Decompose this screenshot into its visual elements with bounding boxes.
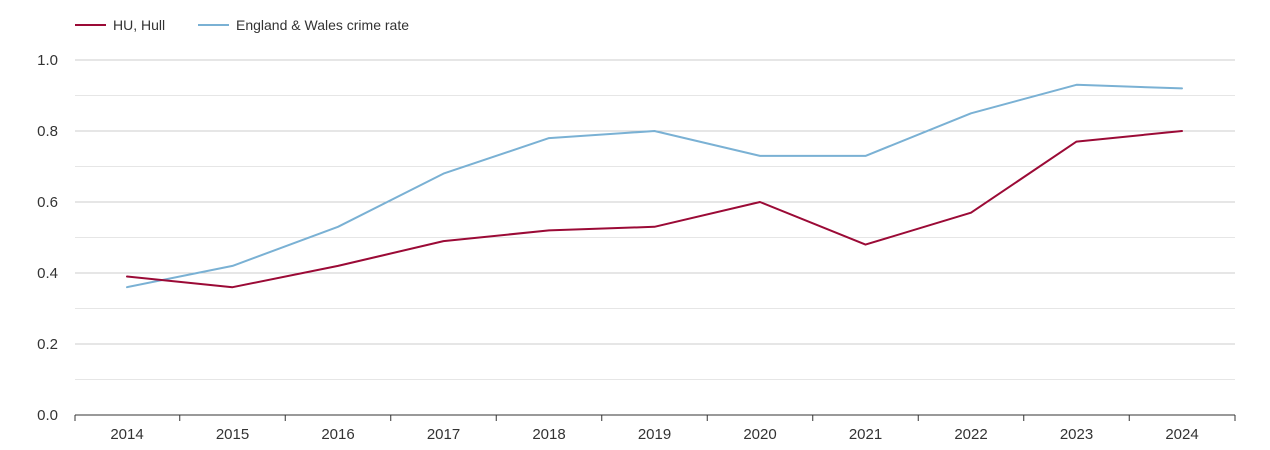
y-tick-label: 0.6 [37, 194, 58, 211]
x-tick-label: 2022 [954, 426, 987, 443]
y-tick-label: 0.4 [37, 265, 58, 282]
x-tick-label: 2024 [1165, 426, 1198, 443]
x-tick-label: 2021 [849, 426, 882, 443]
y-axis: 0.0 0.2 0.4 0.6 0.8 1.0 [37, 52, 58, 424]
x-tick-label: 2020 [743, 426, 776, 443]
x-tick-label: 2019 [638, 426, 671, 443]
legend-label-hull: HU, Hull [113, 17, 165, 33]
legend: HU, Hull England & Wales crime rate [75, 17, 409, 33]
series-layer [126, 83, 1183, 289]
x-tick-label: 2016 [321, 426, 354, 443]
x-tick-label: 2015 [216, 426, 249, 443]
y-tick-label: 1.0 [37, 52, 58, 69]
x-tick-label: 2023 [1060, 426, 1093, 443]
x-axis: 2014 2015 2016 2017 2018 2019 2020 2021 2022 2023… [74, 414, 1236, 443]
y-tick-label: 0.0 [37, 407, 58, 424]
x-tick-label: 2014 [110, 426, 143, 443]
x-tick-label: 2018 [532, 426, 565, 443]
x-tick-label: 2017 [427, 426, 460, 443]
gridlines [75, 59, 1235, 380]
series-line-england-wales [126, 83, 1183, 289]
y-tick-label: 0.2 [37, 336, 58, 353]
y-tick-label: 0.8 [37, 123, 58, 140]
legend-label-england-wales: England & Wales crime rate [236, 17, 409, 33]
series-line-hull [126, 130, 1183, 289]
